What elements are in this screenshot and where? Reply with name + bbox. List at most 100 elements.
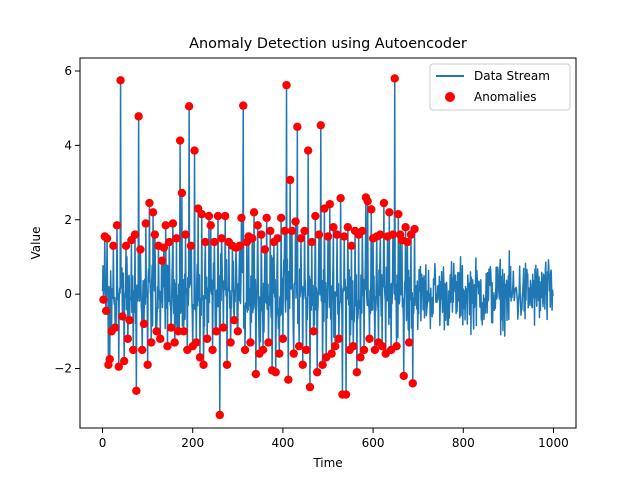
- anomaly-point: [206, 221, 215, 230]
- anomaly-point: [150, 230, 160, 239]
- anomaly-point: [159, 243, 169, 252]
- y-tick-label: 4: [64, 138, 72, 152]
- anomaly-point: [233, 327, 243, 336]
- anomaly-point: [175, 136, 185, 145]
- anomaly-point: [329, 223, 338, 232]
- anomaly-point: [349, 341, 358, 351]
- anomaly-point: [148, 208, 158, 217]
- anomaly-point: [147, 338, 156, 347]
- anomaly-point: [132, 386, 141, 396]
- chart-title: Anomaly Detection using Autoencoder: [189, 36, 467, 52]
- anomaly-point: [282, 80, 291, 90]
- anomaly-point: [280, 226, 289, 236]
- anomaly-point: [332, 230, 342, 239]
- anomaly-point: [197, 209, 206, 219]
- anomaly-point: [377, 341, 387, 351]
- anomaly-point: [217, 234, 226, 243]
- x-tick-label: 400: [271, 436, 294, 450]
- anomaly-point: [340, 232, 349, 241]
- anomaly-point: [102, 234, 112, 243]
- anomaly-point: [249, 208, 259, 217]
- anomaly-point: [251, 369, 261, 379]
- anomaly-point: [125, 315, 134, 325]
- anomaly-point: [331, 341, 340, 351]
- anomaly-point: [239, 101, 248, 110]
- anomaly-point: [376, 230, 385, 239]
- anomaly-point: [307, 237, 316, 247]
- anomaly-point: [211, 327, 221, 336]
- y-tick-label: −2: [54, 362, 72, 376]
- y-axis: −2 0 2 4 6: [54, 64, 80, 376]
- anomaly-point: [296, 234, 306, 243]
- anomaly-point: [327, 349, 336, 358]
- y-tick-label: 2: [64, 213, 72, 227]
- anomaly-point: [408, 379, 417, 388]
- legend: Data Stream Anomalies: [429, 63, 571, 111]
- anomaly-point: [262, 213, 271, 223]
- anomaly-point: [401, 223, 410, 232]
- y-tick-label: 0: [64, 287, 72, 301]
- anomaly-point: [112, 221, 122, 230]
- x-axis-label: Time: [312, 456, 342, 470]
- anomaly-point: [271, 368, 280, 377]
- anomaly-point: [336, 193, 345, 203]
- anomaly-point: [129, 345, 138, 355]
- anomaly-point: [184, 102, 194, 111]
- anomaly-point: [311, 211, 320, 221]
- axes-frame: [79, 57, 577, 429]
- anomaly-point: [363, 196, 372, 206]
- anomaly-point: [266, 226, 275, 236]
- legend-marker-swatch: [445, 92, 455, 102]
- anomaly-point: [305, 382, 315, 392]
- anomaly-point: [394, 209, 403, 219]
- anomaly-point: [170, 338, 179, 347]
- x-tick-label: 0: [99, 436, 107, 450]
- anomaly-point: [130, 230, 140, 239]
- anomaly-point: [341, 390, 351, 399]
- x-tick-label: 200: [181, 436, 204, 450]
- x-axis: 0 200 400 600 800 1000: [99, 428, 569, 450]
- anomaly-point: [240, 345, 250, 355]
- anomaly-point: [99, 295, 108, 304]
- anomaly-point: [388, 230, 398, 239]
- anomaly-points: [99, 74, 419, 420]
- anomaly-point: [385, 208, 394, 217]
- anomaly-point: [325, 199, 334, 209]
- anomaly-point: [312, 368, 322, 377]
- anomaly-point: [156, 334, 165, 343]
- anomaly-point: [390, 74, 399, 83]
- anomaly-point: [161, 221, 170, 230]
- anomaly-point: [166, 323, 176, 332]
- anomaly-point: [163, 341, 172, 351]
- anomaly-point: [359, 345, 369, 355]
- anomaly-point: [110, 323, 120, 332]
- anomaly-point: [356, 353, 365, 362]
- anomaly-point: [136, 245, 145, 254]
- anomaly-point: [208, 345, 217, 355]
- anomaly-point: [285, 175, 295, 185]
- anomaly-point: [157, 256, 167, 265]
- anomaly-point: [123, 334, 132, 343]
- anomaly-point: [275, 349, 284, 358]
- anomaly-point: [365, 334, 374, 343]
- anomaly-point: [248, 234, 257, 243]
- anomaly-point: [190, 146, 199, 155]
- anomaly-point: [215, 410, 224, 420]
- anomaly-point: [334, 334, 344, 343]
- anomaly-point: [343, 223, 353, 232]
- y-axis-label: Value: [29, 227, 43, 260]
- x-tick-label: 800: [452, 436, 475, 450]
- anomaly-point: [101, 306, 111, 316]
- anomaly-point: [347, 241, 356, 250]
- anomaly-point: [192, 338, 201, 347]
- anomaly-point: [309, 327, 318, 336]
- x-tick-label: 600: [362, 436, 385, 450]
- anomaly-point: [116, 76, 125, 85]
- anomaly-point: [181, 230, 190, 239]
- anomaly-point: [367, 205, 376, 214]
- anomaly-point: [303, 146, 313, 155]
- anomaly-point: [399, 371, 408, 381]
- anomaly-point: [222, 360, 232, 369]
- anomaly-point: [293, 122, 302, 131]
